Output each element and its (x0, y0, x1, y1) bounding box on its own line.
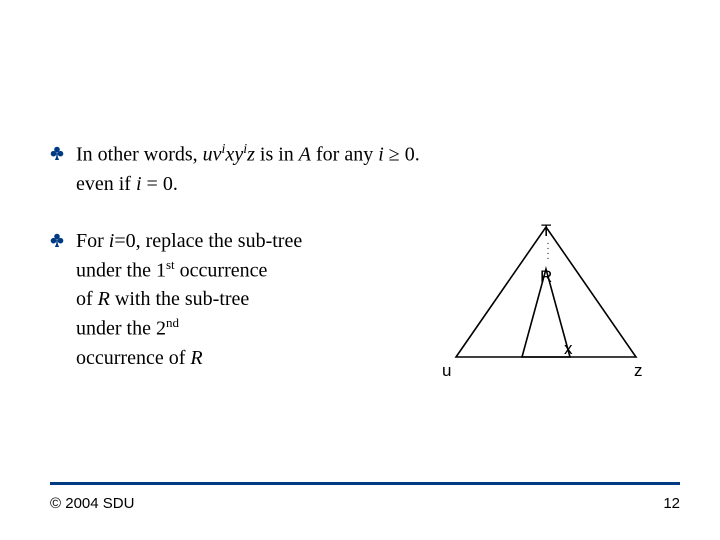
diagram-container: T ···· R x u z (376, 227, 680, 407)
b1-post1: for any (311, 144, 378, 166)
tree-diagram: T ···· R x u z (416, 227, 676, 407)
b1-y: y (234, 144, 243, 166)
bullet-1: In other words, uvixyiz is in A for any … (50, 140, 680, 199)
b2-l5-R: R (190, 347, 202, 369)
b1-A: A (299, 144, 311, 166)
bullet-1-text: In other words, uvixyiz is in A for any … (76, 140, 420, 199)
label-u: u (442, 361, 451, 381)
slide-body: In other words, uvixyiz is in A for any … (0, 0, 720, 540)
b2-l1-pre: For (76, 230, 109, 252)
b1-v: v (213, 144, 222, 166)
b1-u: u (203, 144, 213, 166)
bullet-2-text: For i=0, replace the sub-tree under the … (76, 227, 376, 373)
label-R: R (540, 267, 552, 287)
copyright: © 2004 SDU (50, 495, 134, 512)
b1-mid: is in (255, 144, 299, 166)
b2-l3-post: with the sub-tree (110, 288, 249, 310)
b2-l3-pre: of (76, 288, 98, 310)
b2-l1-post: =0, replace the sub-tree (114, 230, 302, 252)
bullet-2: For i=0, replace the sub-tree under the … (50, 227, 680, 407)
copyright-text: 2004 SDU (61, 495, 134, 512)
club-bullet-icon (50, 233, 64, 252)
b2-l4-ord: nd (166, 315, 179, 330)
b1-l2-pre: even if (76, 173, 136, 195)
b1-z: z (247, 144, 255, 166)
b2-l2-ord: st (166, 257, 175, 272)
footer: © 2004 SDU 12 (0, 482, 720, 512)
b2-l4-pre: under the 2 (76, 318, 166, 340)
b2-l3-R: R (98, 288, 110, 310)
b2-l2-post: occurrence (175, 259, 268, 281)
b1-pre: In other words, (76, 144, 203, 166)
b1-geq: ≥ 0. (384, 144, 420, 166)
b1-l2-post: = 0. (142, 173, 178, 195)
club-bullet-icon (50, 146, 64, 165)
b1-x: x (225, 144, 234, 166)
label-z: z (634, 361, 643, 381)
label-x: x (564, 339, 573, 359)
b2-l5-pre: occurrence of (76, 347, 190, 369)
footer-rule (50, 482, 680, 485)
copyright-icon: © (50, 495, 61, 512)
vertical-dots: ···· (543, 241, 553, 261)
b2-l2-pre: under the 1 (76, 259, 166, 281)
footer-row: © 2004 SDU 12 (50, 495, 680, 512)
page-number: 12 (663, 495, 680, 512)
